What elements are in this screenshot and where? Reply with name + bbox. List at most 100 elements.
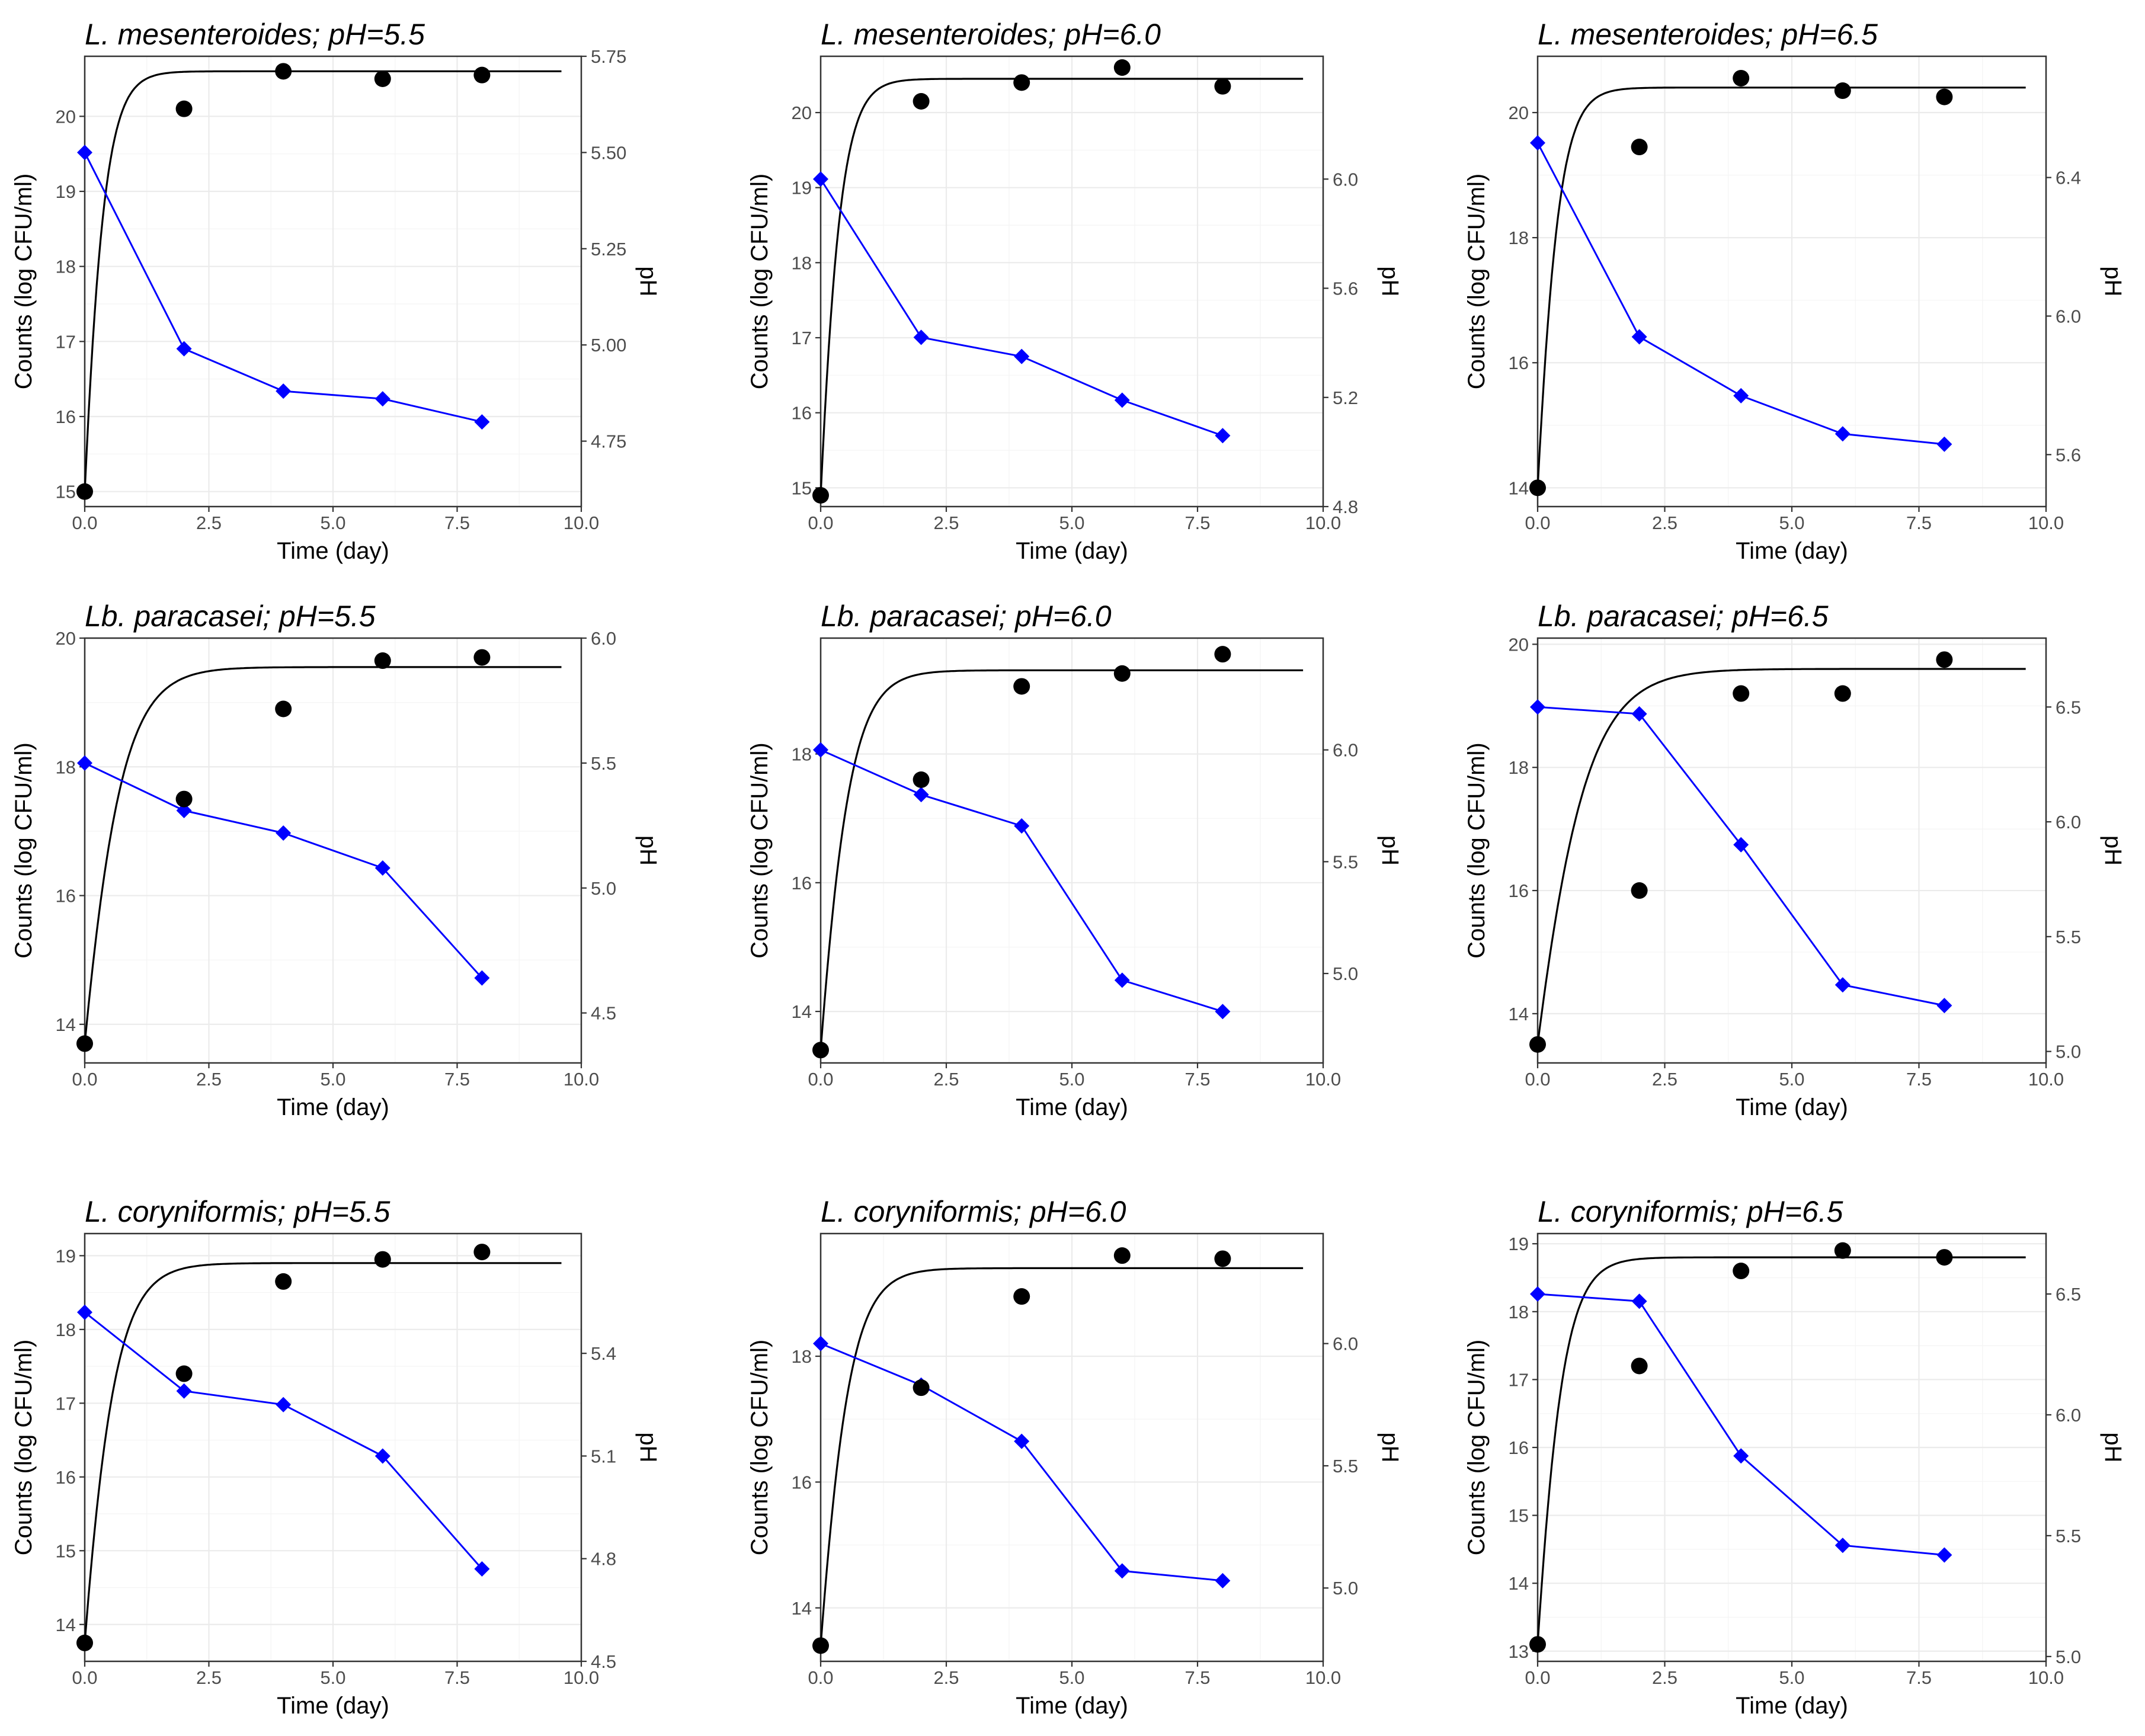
count-point (76, 1035, 93, 1052)
y-tick-label: 18 (1509, 757, 1529, 778)
y2-axis-title: pH (635, 835, 661, 866)
ph-point (374, 391, 390, 407)
gridlines (1536, 1234, 2047, 1661)
panel-title: Lb. paracasei; pH=6.5 (1538, 600, 1829, 633)
y2-tick-label: 4.8 (591, 1549, 616, 1570)
y-axis-title: Counts (log CFU/ml) (1464, 1340, 1490, 1556)
x-axis-title: Time (day) (1016, 1693, 1128, 1719)
ph-point (1114, 1563, 1130, 1579)
x-tick-label: 0.0 (1525, 513, 1550, 533)
y-axis-title: Counts (log CFU/ml) (1464, 742, 1490, 959)
count-point (1631, 882, 1648, 899)
y2-axis-title: pH (1377, 835, 1403, 866)
y-tick-label: 17 (56, 1393, 76, 1414)
count-point (1013, 678, 1030, 695)
y-tick-label: 17 (792, 328, 812, 348)
x-axis-title: Time (day) (1736, 538, 1848, 564)
y2-tick-label: 5.0 (1333, 963, 1358, 984)
y-tick-label: 16 (792, 873, 812, 893)
y2-tick-label: 4.8 (1333, 497, 1358, 517)
y2-tick-label: 6.0 (2056, 306, 2081, 326)
y2-tick-label: 5.5 (1333, 1456, 1358, 1476)
y-axis-title: Counts (log CFU/ml) (747, 742, 773, 959)
x-tick-label: 10.0 (1305, 513, 1341, 533)
ph-point (1733, 387, 1749, 403)
ph-point (1114, 972, 1130, 988)
y-tick-label: 18 (1509, 228, 1529, 248)
ph-point (1631, 329, 1647, 345)
y2-tick-label: 5.5 (2056, 927, 2081, 947)
y-tick-label: 16 (1509, 880, 1529, 901)
count-point (1936, 1249, 1953, 1266)
count-point (1214, 646, 1231, 663)
y-tick-label: 17 (56, 331, 76, 352)
count-point (473, 1244, 491, 1261)
y2-tick-label: 6.0 (1333, 169, 1358, 190)
x-tick-label: 5.0 (1779, 513, 1804, 533)
y2-tick-label: 5.50 (591, 142, 626, 163)
x-tick-label: 7.5 (444, 513, 470, 533)
count-point (374, 652, 391, 670)
panel-title: L. mesenteroides; pH=5.5 (85, 18, 425, 51)
x-axis-title: Time (day) (277, 1094, 389, 1120)
y2-tick-label: 5.6 (2056, 444, 2081, 465)
panel-title: L. coryniformis; pH=6.5 (1538, 1195, 1843, 1228)
count-point (913, 1379, 930, 1397)
ph-point (77, 1304, 92, 1320)
y2-tick-label: 6.0 (591, 628, 616, 649)
y-tick-label: 16 (792, 1472, 812, 1492)
panel-3: 0.0 2.5 5.0 7.5 10.0 14 16 18 20 5.6 6.0 6.4 L. mese… (1464, 18, 2126, 564)
y2-tick-label: 5.1 (591, 1446, 616, 1466)
panel-5: 0.0 2.5 5.0 7.5 10.0 14 16 18 5.0 5.5 6.0 Lb. parac… (747, 600, 1403, 1120)
ph-point (1631, 706, 1647, 722)
x-tick-label: 7.5 (444, 1069, 470, 1090)
y-tick-label: 18 (1509, 1302, 1529, 1322)
ph-point (913, 787, 929, 803)
ph-point (77, 145, 92, 161)
ph-point (474, 970, 490, 986)
count-point (1113, 1247, 1131, 1264)
panel-6: 0.0 2.5 5.0 7.5 10.0 14 16 18 20 5.0 5.5 6.0 6.5 Lb. … (1464, 600, 2126, 1120)
ph-point (813, 171, 828, 187)
growth-fit-line (1536, 87, 2026, 488)
panel-title: L. mesenteroides; pH=6.5 (1538, 18, 1878, 51)
y-tick-label: 18 (792, 252, 812, 273)
y-tick-label: 15 (56, 482, 76, 502)
ph-point (1936, 1547, 1952, 1563)
x-tick-label: 10.0 (564, 1667, 599, 1688)
count-point (1013, 1288, 1030, 1305)
y2-tick-label: 5.00 (591, 335, 626, 355)
count-point (76, 483, 93, 500)
panel-title: Lb. paracasei; pH=5.5 (85, 600, 376, 633)
ph-point (374, 1448, 390, 1464)
ph-point (176, 803, 192, 819)
y2-tick-label: 5.75 (591, 46, 626, 67)
ph-point (1114, 392, 1130, 408)
ph-point (1215, 1572, 1231, 1588)
count-point (1631, 1357, 1648, 1375)
ph-point (1835, 1538, 1851, 1554)
ph-point (813, 1335, 828, 1351)
y2-tick-label: 6.0 (2056, 812, 2081, 832)
ph-point (1014, 1433, 1030, 1449)
y-axis-title: Counts (log CFU/ml) (747, 174, 773, 390)
y2-axis-title: pH (635, 1432, 661, 1462)
ph-point (1835, 977, 1851, 993)
x-tick-label: 10.0 (564, 513, 599, 533)
y2-tick-label: 5.5 (1333, 851, 1358, 872)
y-tick-label: 18 (56, 257, 76, 277)
ph-point (1530, 135, 1545, 151)
count-point (1113, 665, 1131, 682)
y2-axis-title: pH (635, 266, 661, 296)
ph-point (1530, 1286, 1545, 1302)
y2-axis-title: pH (2100, 835, 2126, 866)
count-point (1834, 1242, 1851, 1259)
panel-7: 0.0 2.5 5.0 7.5 10.0 14 15 16 17 18 19 4.5 4.8 5.1 5.4… (11, 1195, 661, 1719)
y-axis-title: Counts (log CFU/ml) (11, 1340, 37, 1556)
y-tick-label: 19 (1509, 1234, 1529, 1254)
ph-point (813, 742, 828, 758)
y-tick-label: 20 (56, 106, 76, 127)
x-tick-label: 5.0 (320, 513, 345, 533)
x-tick-label: 0.0 (1525, 1069, 1550, 1090)
y-tick-label: 20 (1509, 103, 1529, 123)
